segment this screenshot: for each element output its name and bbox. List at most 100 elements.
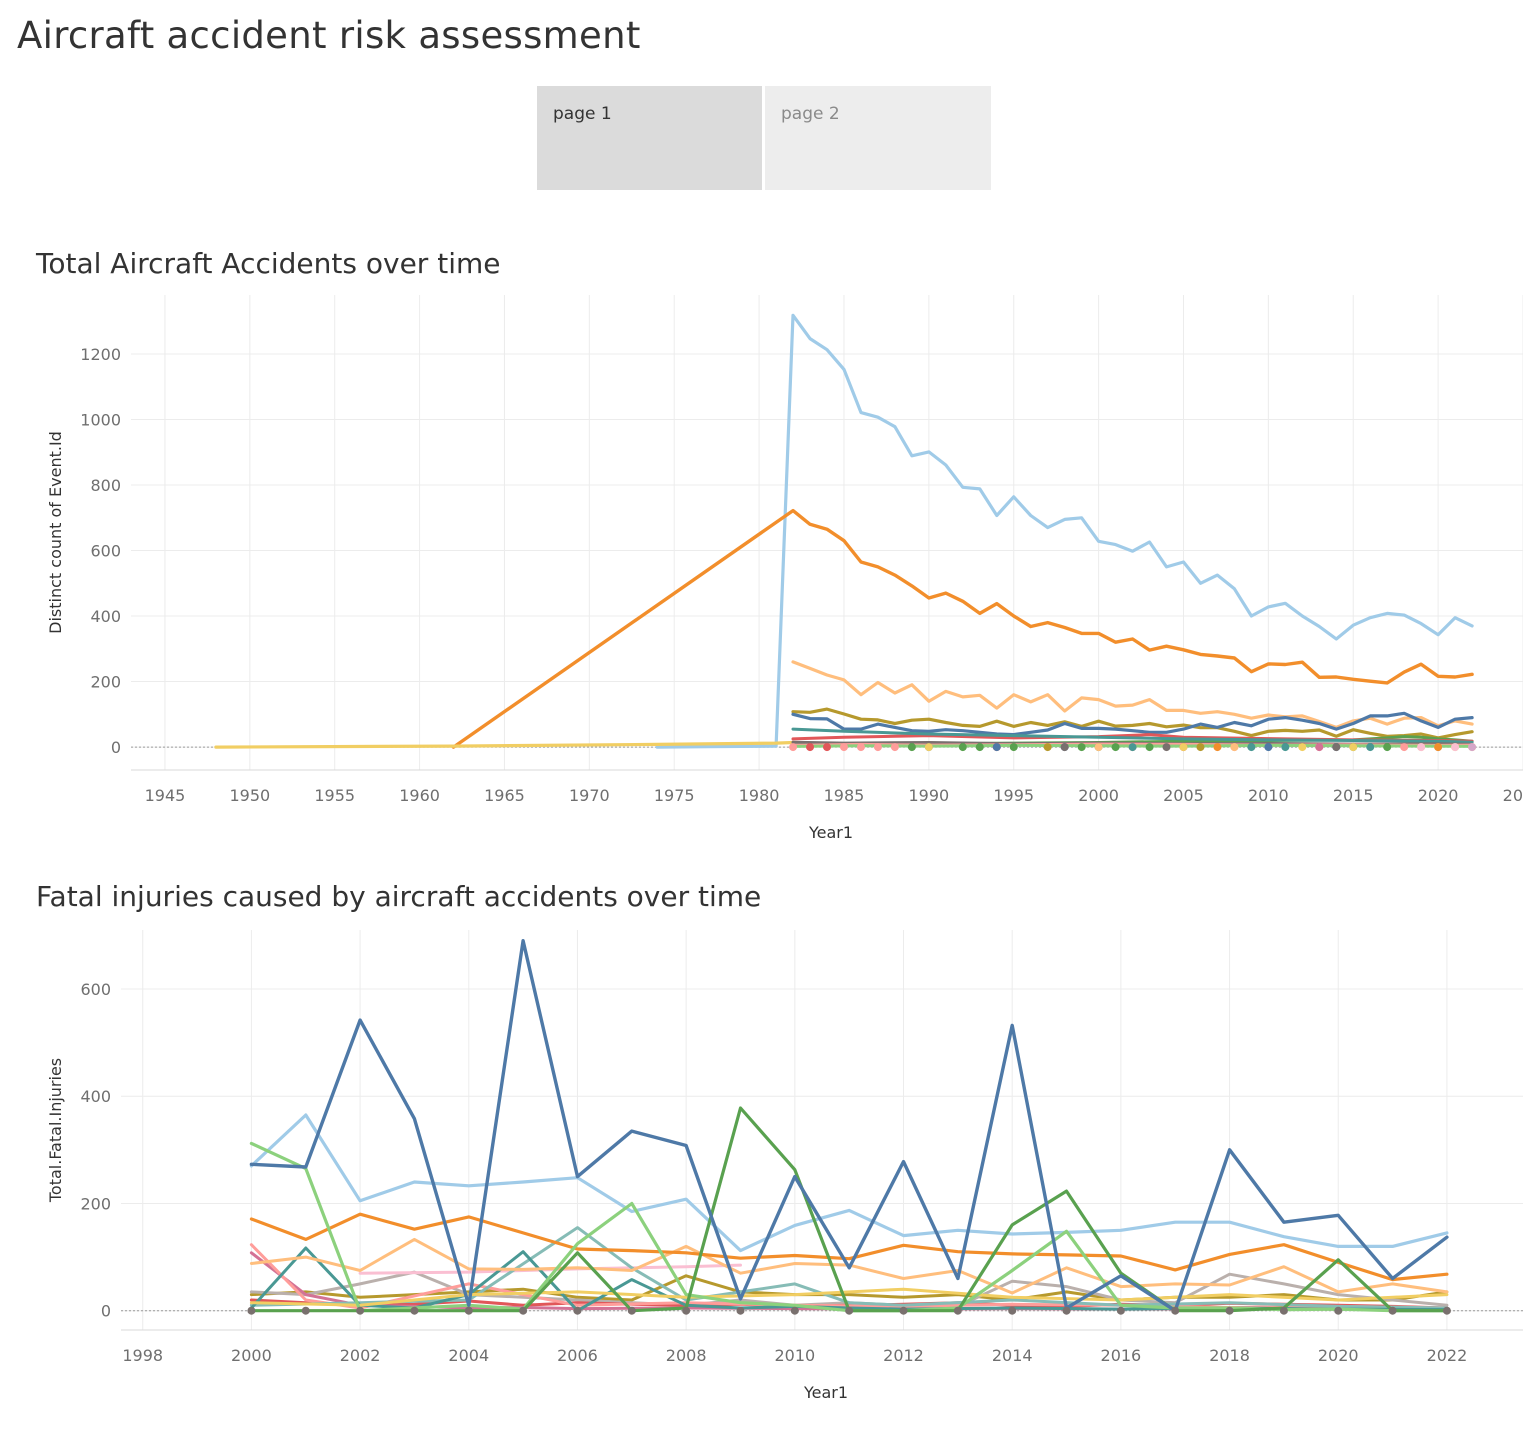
fatalities-chart-x-tick-label: 2018: [1209, 1346, 1250, 1365]
accidents-chart-zero-marker[interactable]: [1145, 743, 1154, 752]
accidents-chart-zero-marker[interactable]: [1332, 743, 1341, 752]
accidents-chart-zero-marker[interactable]: [1094, 743, 1103, 752]
accidents-chart-zero-marker[interactable]: [1247, 743, 1256, 752]
accidents-chart-zero-marker[interactable]: [1298, 743, 1307, 752]
fatalities-chart-zero-marker[interactable]: [1116, 1306, 1125, 1315]
fatalities-chart-x-axis-title: Year1: [803, 1383, 848, 1402]
accidents-chart-y-tick-label: 200: [90, 673, 121, 692]
accidents-chart-x-tick-label: 1965: [484, 786, 525, 805]
accidents-chart-zero-marker[interactable]: [1009, 743, 1018, 752]
accidents-chart-zero-marker[interactable]: [1111, 743, 1120, 752]
fatalities-chart-zero-marker[interactable]: [736, 1306, 745, 1315]
fatalities-chart-x-tick-label: 2000: [231, 1346, 272, 1365]
accidents-chart-series-group: [214, 313, 1474, 749]
accidents-chart-zero-marker[interactable]: [1043, 743, 1052, 752]
accidents-chart-zero-marker[interactable]: [873, 743, 882, 752]
fatalities-chart-zero-marker[interactable]: [845, 1306, 854, 1315]
chart-title-total-accidents: Total Aircraft Accidents over time: [36, 247, 501, 280]
accidents-chart-zero-marker[interactable]: [992, 743, 1001, 752]
accidents-chart-zero-marker[interactable]: [1434, 743, 1443, 752]
fatalities-chart-series-line[interactable]: [249, 1226, 1449, 1310]
fatalities-chart-series-line[interactable]: [249, 1287, 1449, 1307]
accidents-chart-zero-marker[interactable]: [907, 743, 916, 752]
accidents-chart-zero-marker[interactable]: [1451, 743, 1460, 752]
fatalities-chart-zero-marker[interactable]: [953, 1306, 962, 1315]
fatalities-chart-zero-marker[interactable]: [410, 1306, 419, 1315]
accidents-chart-zero-marker[interactable]: [958, 743, 967, 752]
accidents-chart-zero-marker[interactable]: [1400, 743, 1409, 752]
fatalities-chart-series-line[interactable]: [249, 938, 1449, 1313]
accidents-chart-y-tick-label: 800: [90, 476, 121, 495]
accidents-chart-y-tick-label: 1200: [80, 345, 121, 364]
fatalities-chart-zero-marker[interactable]: [1008, 1306, 1017, 1315]
fatalities-chart-zero-marker[interactable]: [1334, 1306, 1343, 1315]
accidents-chart-zero-marker[interactable]: [1077, 743, 1086, 752]
accidents-chart-y-axis-title: Distinct count of Event.Id: [46, 431, 65, 634]
accidents-chart-series-line[interactable]: [451, 508, 1474, 749]
fatalities-chart-y-tick-label: 600: [80, 980, 111, 999]
fatalities-chart-zero-marker[interactable]: [1171, 1306, 1180, 1315]
tab-page-1[interactable]: page 1: [537, 86, 762, 190]
accidents-chart-series-line[interactable]: [791, 711, 1474, 737]
accidents-chart-series-line[interactable]: [791, 707, 1474, 740]
accidents-chart-zero-marker[interactable]: [924, 743, 933, 752]
fatalities-chart-x-tick-label: 2022: [1427, 1346, 1468, 1365]
fatalities-chart-zero-marker[interactable]: [1279, 1306, 1288, 1315]
fatalities-chart-series-line[interactable]: [249, 1113, 1449, 1253]
accidents-chart-y-tick-label: 0: [111, 738, 121, 757]
accidents-chart-zero-marker[interactable]: [1468, 743, 1477, 752]
fatalities-chart-zero-marker[interactable]: [790, 1306, 799, 1315]
fatalities-chart-x-tick-label: 1998: [122, 1346, 163, 1365]
accidents-chart-series-line[interactable]: [214, 740, 795, 749]
fatalities-chart-zero-marker[interactable]: [1388, 1306, 1397, 1315]
accidents-chart-zero-marker[interactable]: [856, 743, 865, 752]
total-accidents-chart[interactable]: 0 200 400 600 800 1000 1200 1945 1950 1955 1960 196…: [0, 295, 1523, 855]
chart-title-fatal-injuries: Fatal injuries caused by aircraft accide…: [36, 880, 762, 913]
fatalities-chart-x-tick-label: 2014: [992, 1346, 1033, 1365]
accidents-chart-zero-marker[interactable]: [1264, 743, 1273, 752]
fatalities-chart-zero-marker[interactable]: [573, 1306, 582, 1315]
fatalities-chart-zero-marker[interactable]: [682, 1306, 691, 1315]
accidents-chart-zero-marker[interactable]: [975, 743, 984, 752]
fatalities-chart-zero-marker[interactable]: [627, 1306, 636, 1315]
accidents-chart-zero-marker[interactable]: [1213, 743, 1222, 752]
accidents-chart-x-tick-label: 1985: [824, 786, 865, 805]
fatalities-chart-x-tick-label: 2016: [1101, 1346, 1142, 1365]
accidents-chart-x-tick-label: 1960: [399, 786, 440, 805]
accidents-chart-zero-marker[interactable]: [1315, 743, 1324, 752]
accidents-chart-zero-marker[interactable]: [1417, 743, 1426, 752]
accidents-chart-zero-marker[interactable]: [1196, 743, 1205, 752]
accidents-chart-zero-marker[interactable]: [1349, 743, 1358, 752]
fatalities-chart-zero-marker[interactable]: [899, 1306, 908, 1315]
accidents-chart-zero-marker[interactable]: [789, 743, 798, 752]
accidents-chart-zero-marker[interactable]: [839, 743, 848, 752]
accidents-chart-zero-marker[interactable]: [1230, 743, 1239, 752]
fatalities-chart-x-tick-label: 2012: [883, 1346, 924, 1365]
fatalities-chart-zero-marker[interactable]: [1442, 1306, 1451, 1315]
accidents-chart-zero-marker[interactable]: [1281, 743, 1290, 752]
accidents-chart-zero-marker[interactable]: [1383, 743, 1392, 752]
accidents-chart-zero-marker[interactable]: [890, 743, 899, 752]
accidents-chart-zero-marker[interactable]: [1128, 743, 1137, 752]
tab-page-2[interactable]: page 2: [765, 86, 991, 190]
fatalities-chart-x-tick-label: 2002: [340, 1346, 381, 1365]
fatalities-chart-series-line[interactable]: [249, 1212, 1449, 1282]
fatal-injuries-chart[interactable]: 0 200 400 600 1998 2000 2002 2004 2006 2008 2010 20…: [0, 925, 1523, 1425]
fatalities-chart-series-group: [249, 938, 1449, 1313]
fatalities-chart-zero-marker[interactable]: [464, 1306, 473, 1315]
accidents-chart-zero-marker[interactable]: [1366, 743, 1375, 752]
accidents-chart-zero-marker[interactable]: [1179, 743, 1188, 752]
accidents-chart-series-line[interactable]: [655, 313, 1474, 749]
accidents-chart-series-line[interactable]: [791, 727, 1474, 744]
accidents-chart-zero-marker[interactable]: [823, 743, 831, 752]
fatalities-chart-zero-marker[interactable]: [1062, 1306, 1071, 1315]
fatalities-chart-zero-marker[interactable]: [519, 1306, 528, 1315]
fatalities-chart-zero-marker[interactable]: [356, 1306, 365, 1315]
fatalities-chart-zero-marker[interactable]: [1225, 1306, 1234, 1315]
accidents-chart-zero-marker[interactable]: [1060, 743, 1069, 752]
accidents-chart-zero-marker[interactable]: [806, 743, 815, 752]
fatalities-chart-zero-marker[interactable]: [247, 1306, 256, 1315]
fatalities-chart-zero-marker[interactable]: [301, 1306, 310, 1315]
fatalities-chart-y-axis-title: Total.Fatal.Injuries: [46, 1058, 65, 1203]
accidents-chart-zero-marker[interactable]: [1162, 743, 1171, 752]
